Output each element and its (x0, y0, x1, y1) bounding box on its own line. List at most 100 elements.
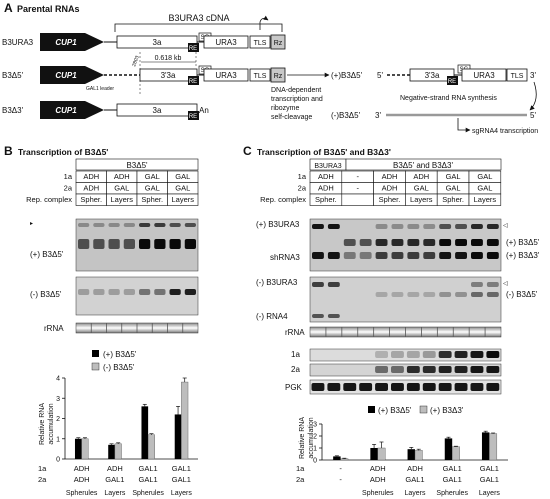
c-protein-band (486, 366, 500, 373)
bar (108, 444, 115, 459)
bar (114, 443, 122, 460)
re-tag-row1 (188, 43, 199, 52)
x-cell-1a: GAL1 (139, 464, 158, 473)
b-blot-minus (75, 276, 199, 316)
c-plus-band (343, 252, 356, 259)
b-minus-band (93, 289, 105, 295)
c-ylabel-2: accumulation (308, 417, 315, 458)
c-prot-label-1a: 1a (291, 350, 300, 359)
plus-re-tag (447, 76, 458, 85)
c-blot1-label-ura3: (+) B3URA3 (256, 220, 300, 229)
c-protein-band (391, 351, 404, 358)
c-plus-band (391, 239, 404, 246)
c-minus-band (486, 282, 499, 287)
y-tick-label: 0 (313, 458, 317, 465)
c-protein-band (454, 366, 468, 373)
c-table: 1a ADH - ADH ADH GAL GAL 2a ADH - ADH GAL GAL GAL Rep.… (260, 170, 502, 206)
x-cell-2a: ADH (370, 475, 386, 484)
y-tick-label: 4 (56, 376, 60, 383)
x-cell-2a: GAL1 (172, 475, 191, 484)
b-plus-band (169, 239, 181, 249)
c-table-row-label: Rep. complex (260, 195, 306, 204)
x-cell-complex: Spherules (436, 490, 468, 497)
b-plus-band (184, 223, 196, 227)
c-blot2-label-minus5: (-) B3Δ5' (506, 290, 538, 299)
b-plus-band (93, 223, 105, 227)
c-plus-band (471, 239, 483, 246)
c-legend-plus3: (+) B3Δ3' (430, 406, 464, 415)
c-blot2-label-rna4: (-) RNA4 (256, 312, 288, 321)
b-x-table: 1a 2a ADH ADH GAL1 GAL1 ADH GAL1 GAL1 GAL1 Spherul… (38, 464, 192, 497)
c-table-cell-text: Layers (410, 195, 433, 204)
c-plus-band (486, 239, 499, 246)
b-table-cell-text: GAL (175, 172, 190, 181)
c-minus-band (327, 282, 340, 287)
c-plus-band (471, 252, 483, 259)
c-table-row-label: 1a (298, 172, 307, 181)
plus-box-ura3 (461, 68, 507, 82)
x-cell-complex: Layers (104, 490, 126, 497)
b-table-cell (167, 193, 199, 206)
c-minus-band (327, 314, 340, 318)
plus-box-tls-label: TLS (511, 73, 524, 80)
c-minus-band (471, 282, 483, 287)
c-table-cell-text: GAL (446, 184, 461, 193)
b-minus-band (108, 289, 120, 295)
panel-a-letter: A (4, 1, 13, 15)
b-table-cell-text: GAL (175, 184, 190, 193)
c-chart: 0 1 2 3 (313, 422, 508, 465)
b-table-cell-text: GAL (145, 184, 160, 193)
c-table-cell-text: Spher. (315, 195, 337, 204)
minus-rna-3prime: 3' (375, 111, 381, 120)
c-protein-band (391, 383, 404, 391)
c-plus-band (423, 224, 436, 229)
plus-rna-5prime: 5' (377, 71, 383, 80)
c-prot-label-2a: 2a (291, 365, 300, 374)
c-blot-plus-bands (312, 224, 499, 259)
c-plus-band (455, 239, 467, 246)
bar (444, 438, 453, 460)
c-blot2-label-ura3: (-) B3URA3 (256, 278, 298, 287)
bar (414, 450, 423, 461)
x-cell-complex: Layers (171, 490, 193, 497)
b-legend-plus: (+) B3Δ5' (103, 350, 137, 359)
x-cell-1a: - (339, 464, 342, 473)
plus-re-tag-label: RE (448, 79, 456, 85)
x-cell-2a: GAL1 (139, 475, 158, 484)
c-blot-minus-bands (312, 282, 499, 318)
panel-c: C Transcription of B3Δ5' and B3Δ3' B3URA… (243, 144, 540, 497)
cup1-promoter-1 (40, 33, 104, 51)
c-table-cell (468, 193, 502, 206)
plus-rna-label: (+)B3Δ5' (331, 71, 363, 80)
x-row-label-2a: 2a (38, 475, 47, 484)
c-protein-band (454, 351, 468, 358)
c-plus-band (375, 252, 388, 259)
box-rz-row1-label: Rz (274, 40, 283, 47)
c-table-cell-text: ADH (413, 172, 429, 181)
b-plus-band (154, 239, 166, 249)
c-ylabel-1: Relative RNA (299, 417, 306, 459)
c-blot1-label-plus5: (+) B3Δ5' (506, 238, 540, 247)
c-protein-band (327, 383, 341, 391)
b-ylabel-2: accumulation (48, 403, 55, 444)
bar (74, 438, 82, 459)
cup1-label-1: CUP1 (55, 38, 77, 47)
b-blot-plus-label: (+) B3Δ5' (30, 250, 64, 259)
re-tag-row3 (188, 111, 199, 120)
sg-transcription-label: sgRNA4 transcription (472, 128, 538, 135)
c-minus-band (486, 292, 499, 297)
cdna-end-arrow (259, 15, 269, 30)
panel-c-letter: C (243, 144, 252, 158)
c-plus-band (407, 239, 420, 246)
b-plus-band (154, 223, 166, 227)
b-blot-minus-label: (-) B3Δ5' (30, 290, 62, 299)
row-b3d5-label: B3Δ5' (2, 71, 24, 80)
b-ylabel-1: Relative RNA (39, 403, 46, 445)
x-row-label-1a: 1a (38, 464, 47, 473)
x-cell-2a: GAL1 (405, 475, 424, 484)
row-b3ura3-label: B3URA3 (2, 38, 34, 47)
c-rrna-label: rRNA (285, 328, 305, 337)
c-protein-band (422, 383, 436, 391)
c-protein-band (375, 383, 388, 391)
c-protein-band (406, 383, 420, 391)
